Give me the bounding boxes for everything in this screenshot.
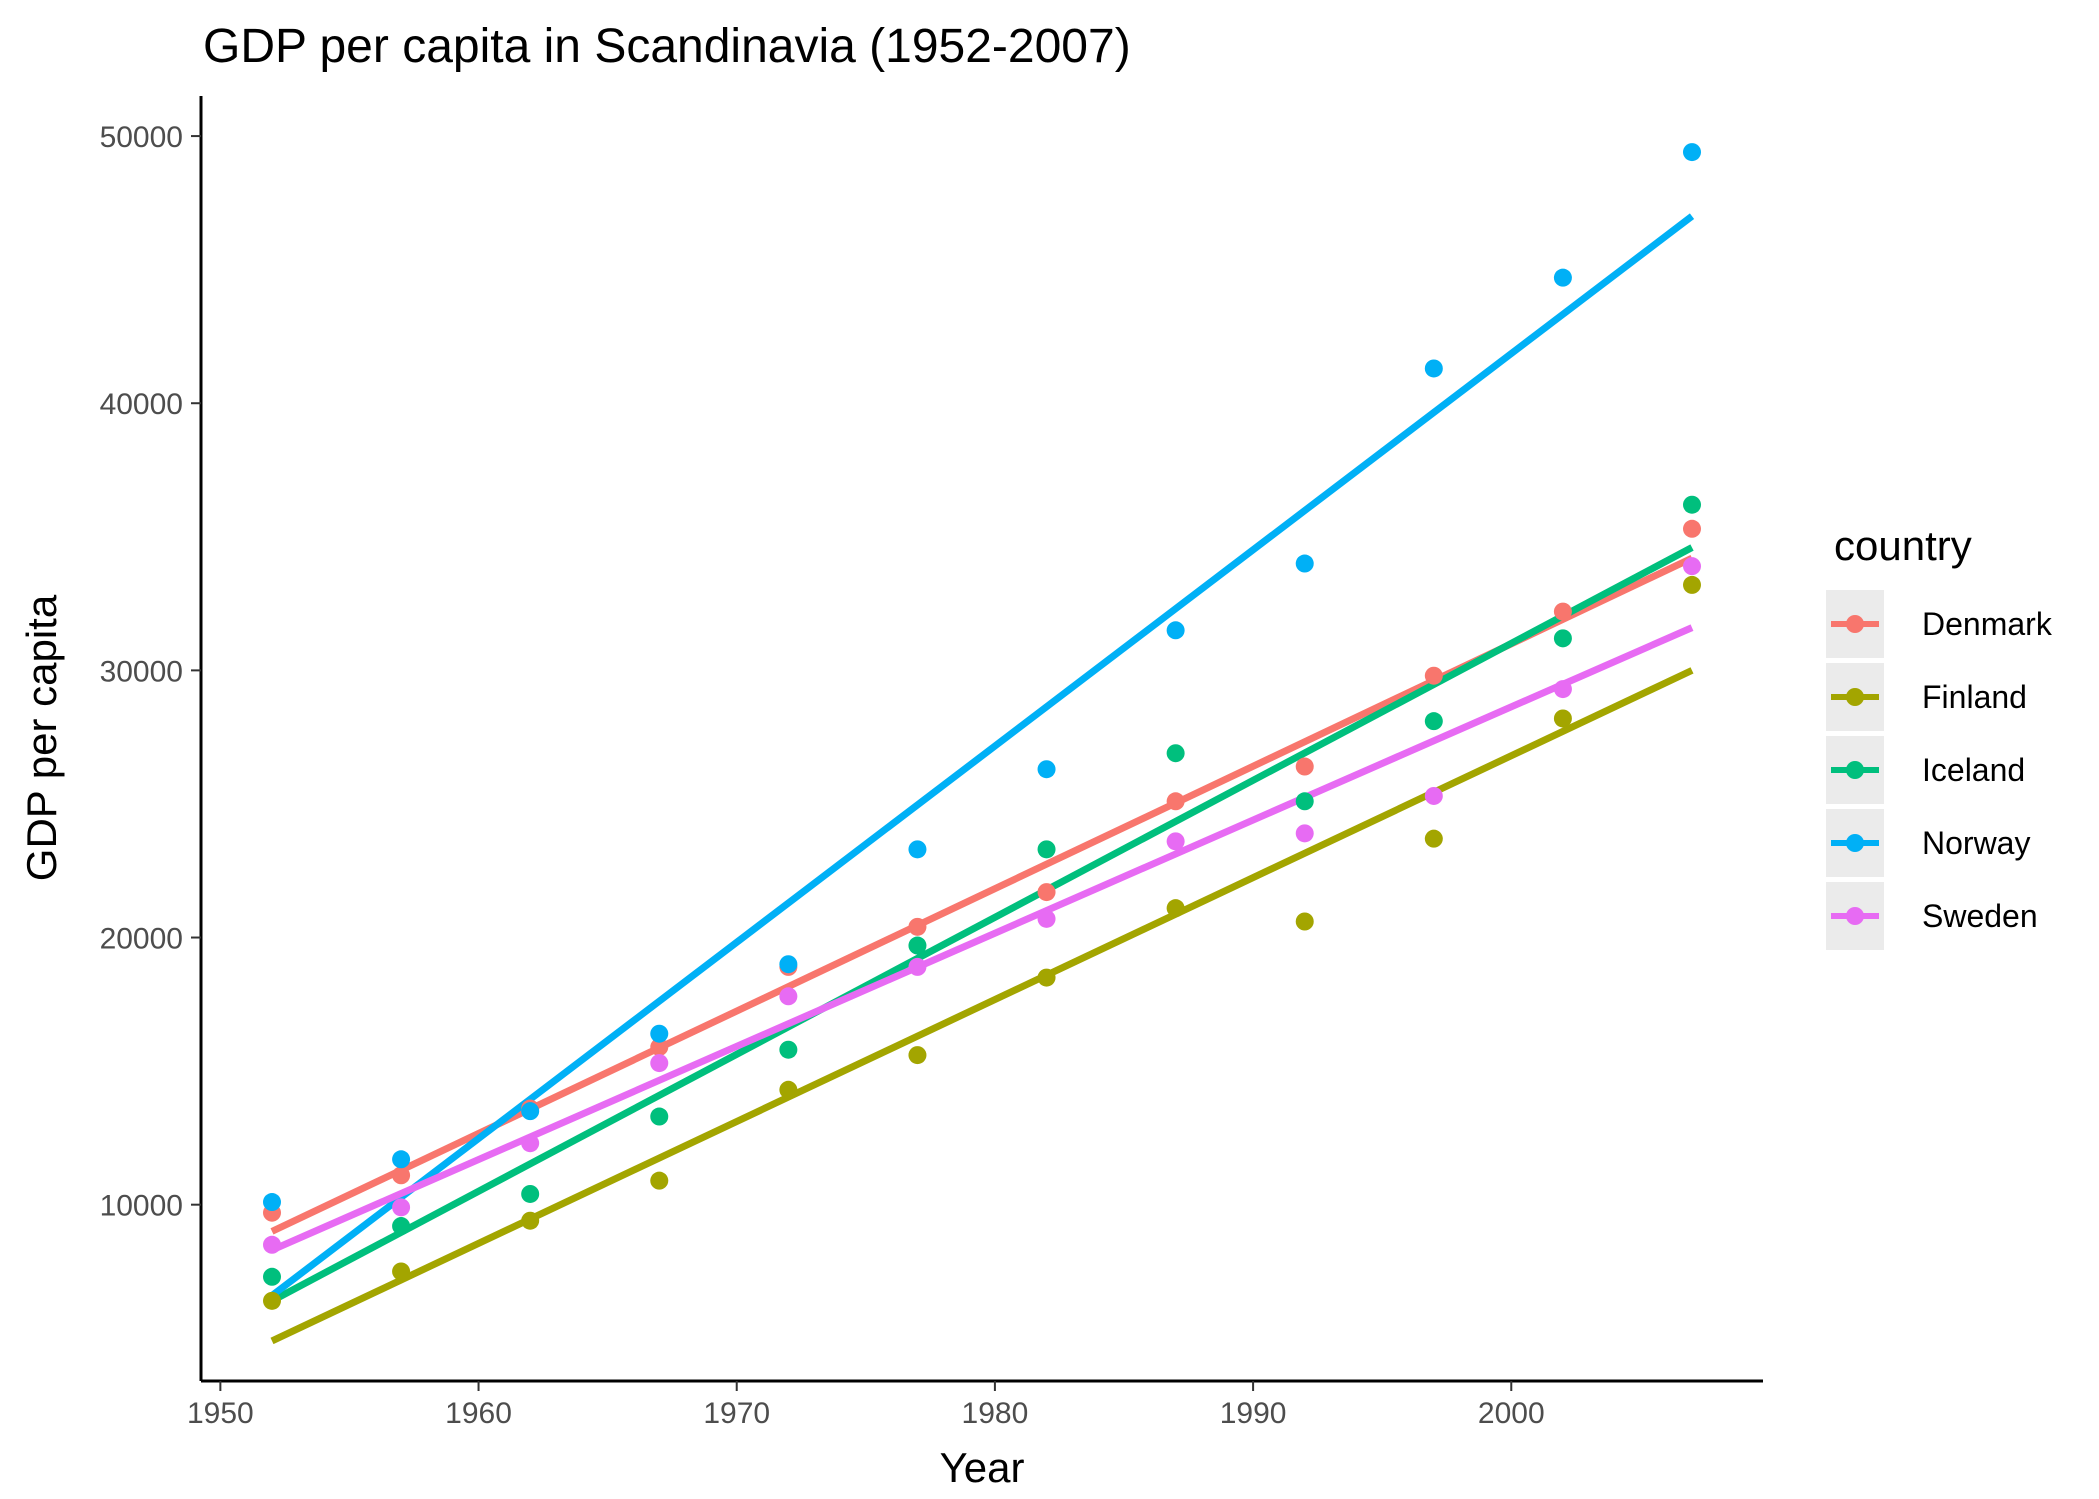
trend-line-sweden (270, 624, 1694, 1254)
y-tick-label: 30000 (100, 655, 183, 688)
point-iceland (908, 936, 927, 955)
point-denmark (1424, 666, 1443, 685)
point-sweden (263, 1235, 281, 1254)
point-sweden (392, 1198, 411, 1217)
y-tick-label: 20000 (100, 923, 183, 956)
point-iceland (1166, 744, 1185, 763)
point-finland (1683, 575, 1701, 594)
legend-key-point-denmark (1846, 615, 1864, 633)
legend-key-point-sweden (1846, 907, 1864, 925)
point-norway (521, 1102, 540, 1121)
point-finland (1037, 968, 1056, 987)
trend-line-iceland (270, 544, 1694, 1304)
point-finland (1295, 912, 1314, 931)
point-sweden (1295, 824, 1314, 843)
point-norway (1424, 359, 1443, 378)
point-norway (1683, 143, 1701, 162)
point-denmark (1166, 792, 1185, 811)
x-tick-label: 1990 (1220, 1397, 1287, 1430)
legend-label-finland: Finland (1922, 679, 2027, 715)
point-iceland (392, 1217, 411, 1236)
point-norway (1037, 760, 1056, 779)
point-sweden (521, 1134, 540, 1153)
x-tick-label: 2000 (1478, 1397, 1545, 1430)
point-iceland (650, 1107, 669, 1126)
trend-line-norway (269, 213, 1695, 1299)
legend-label-iceland: Iceland (1922, 752, 2025, 788)
point-iceland (521, 1184, 540, 1203)
point-denmark (908, 917, 927, 936)
point-norway (1295, 554, 1314, 573)
legend-title: country (1834, 522, 1972, 569)
point-denmark (392, 1166, 411, 1185)
point-finland (779, 1080, 798, 1099)
data-points (263, 143, 1701, 1310)
point-finland (1424, 829, 1443, 848)
point-sweden (1424, 786, 1443, 805)
y-axis-title: GDP per capita (18, 594, 65, 881)
y-tick-label: 40000 (100, 388, 183, 421)
x-tick-label: 1960 (445, 1397, 512, 1430)
point-norway (392, 1150, 411, 1169)
point-finland (263, 1291, 281, 1310)
point-denmark (1553, 602, 1572, 621)
point-sweden (650, 1054, 669, 1073)
point-finland (521, 1211, 540, 1230)
trend-lines (269, 213, 1695, 1345)
x-axis-title: Year (940, 1444, 1025, 1491)
y-tick-label: 10000 (100, 1190, 183, 1223)
point-sweden (1166, 832, 1185, 851)
x-axis-ticks: 1950 1960 1970 1980 1990 2000 (187, 1381, 1545, 1430)
point-norway (908, 840, 927, 859)
x-tick-label: 1970 (703, 1397, 770, 1430)
point-denmark (1295, 757, 1314, 776)
trend-line-finland (270, 667, 1694, 1345)
point-sweden (1683, 557, 1701, 576)
point-norway (1166, 621, 1185, 640)
legend-key-point-norway (1846, 834, 1864, 852)
plot-area (199, 96, 1763, 1383)
y-axis-ticks: 10000 20000 30000 40000 50000 (100, 121, 201, 1223)
point-sweden (779, 987, 798, 1006)
point-iceland (779, 1040, 798, 1059)
point-iceland (1424, 712, 1443, 731)
point-finland (1553, 709, 1572, 728)
point-iceland (1553, 629, 1572, 648)
point-iceland (1295, 792, 1314, 811)
point-finland (392, 1262, 411, 1281)
point-norway (779, 955, 798, 974)
x-tick-label: 1950 (187, 1397, 254, 1430)
point-finland (1166, 899, 1185, 918)
point-denmark (1037, 883, 1056, 902)
x-tick-label: 1980 (962, 1397, 1029, 1430)
legend-label-norway: Norway (1922, 825, 2030, 861)
point-denmark (1683, 519, 1701, 538)
y-tick-label: 50000 (100, 121, 183, 154)
point-finland (650, 1171, 669, 1190)
point-iceland (263, 1267, 281, 1286)
point-iceland (1037, 840, 1056, 859)
legend-label-denmark: Denmark (1922, 606, 2053, 642)
point-sweden (1553, 680, 1572, 699)
point-norway (1553, 268, 1572, 287)
chart-title: GDP per capita in Scandinavia (1952-2007… (203, 20, 1131, 73)
point-finland (908, 1046, 927, 1065)
point-denmark (650, 1038, 669, 1057)
legend-key-point-iceland (1846, 761, 1864, 779)
point-norway (263, 1193, 281, 1212)
legend: country Denmark Finland Iceland Norway Swede… (1826, 522, 2053, 950)
point-norway (650, 1024, 669, 1043)
point-iceland (1683, 495, 1701, 514)
legend-key-point-finland (1846, 688, 1864, 706)
point-sweden (1037, 909, 1056, 928)
legend-label-sweden: Sweden (1922, 898, 2038, 934)
point-sweden (908, 957, 927, 976)
